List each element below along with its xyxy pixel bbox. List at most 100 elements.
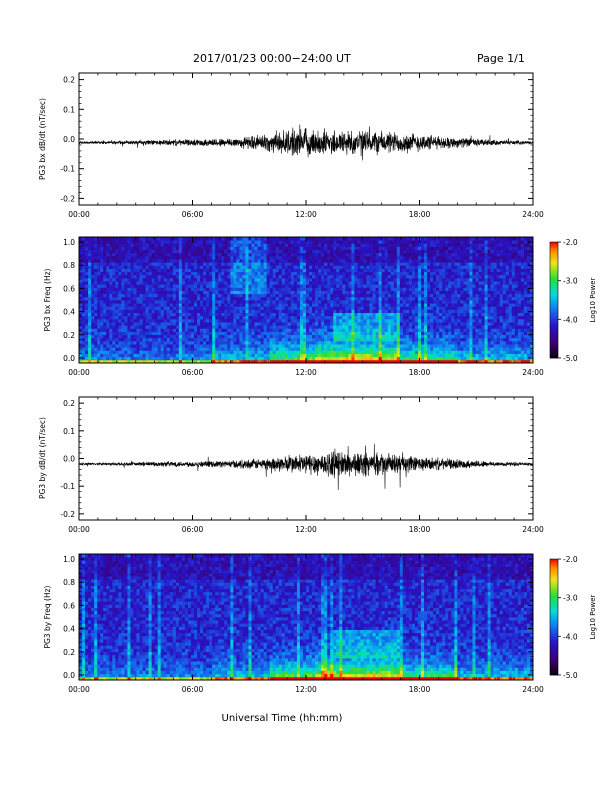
spectrogram-cell — [354, 347, 358, 351]
spectrogram-cell — [242, 262, 246, 266]
spectrogram-cell — [324, 315, 328, 320]
spectrogram-cell — [130, 293, 134, 298]
spectrogram-cell — [163, 340, 168, 345]
spectrogram-cell — [254, 318, 258, 323]
spectrogram-cell — [218, 268, 222, 273]
spectrogram-cell — [206, 290, 210, 295]
spectrogram-cell — [178, 318, 183, 323]
spectrogram-cell — [433, 243, 437, 247]
spectrogram-cell — [88, 293, 92, 298]
spectrogram-cell — [387, 268, 392, 273]
spectrogram-cell — [166, 274, 171, 279]
spectrogram-cell — [430, 249, 434, 254]
spectrogram-cell — [296, 240, 301, 244]
spectrogram-cell — [112, 322, 116, 326]
spectrogram-cell — [351, 315, 355, 320]
spectrogram-cell — [184, 249, 189, 254]
spectrogram-cell — [190, 318, 195, 323]
spectrogram-cell — [442, 246, 446, 250]
spectrogram-cell — [439, 309, 443, 313]
spectrogram-cell — [427, 340, 431, 345]
spectrogram-cell — [145, 290, 150, 295]
spectrogram-cell — [245, 350, 249, 354]
spectrogram-cell — [121, 353, 125, 358]
spectrogram-cell — [287, 344, 292, 348]
spectrogram-cell — [91, 353, 95, 358]
spectrogram-cell — [390, 325, 395, 329]
spectrogram-cell — [224, 334, 228, 339]
spectrogram-cell — [248, 246, 252, 250]
spectrogram-cell — [266, 344, 271, 348]
spectrogram-cell — [133, 359, 137, 364]
spectrogram-cell — [218, 347, 222, 351]
spectrogram-cell — [184, 237, 189, 241]
spectrogram-cell — [133, 265, 137, 269]
spectrogram-cell — [178, 337, 183, 342]
spectrogram-cell — [281, 337, 286, 342]
spectrogram-cell — [372, 249, 377, 254]
spectrogram-cell — [218, 300, 222, 304]
spectrogram-cell — [260, 356, 265, 361]
spectrogram-cell — [363, 274, 367, 279]
spectrogram-cell — [402, 356, 407, 361]
spectrogram-cell — [242, 243, 246, 247]
spectrogram-cell — [384, 255, 389, 260]
spectrogram-cell — [236, 315, 240, 320]
spectrogram-cell — [448, 337, 452, 342]
spectrogram-cell — [88, 350, 92, 354]
spectrogram-cell — [315, 300, 319, 304]
spectrogram-cell — [354, 359, 358, 364]
spectrogram-cell — [79, 350, 83, 354]
spectrogram-cell — [369, 296, 373, 301]
spectrogram-cell — [405, 312, 410, 317]
spectrogram-cell — [357, 268, 361, 273]
spectrogram-cell — [430, 246, 434, 250]
spectrogram-cell — [224, 259, 228, 263]
spectrogram-cell — [411, 268, 416, 273]
spectrogram-cell — [330, 331, 334, 336]
panel-bx-dbdt: 00:00 06:00 12:00 18:00 24:000.20.10.0-0.1-0… — [38, 72, 544, 219]
spectrogram-cell — [166, 309, 171, 313]
spectrogram-cell — [109, 296, 113, 301]
spectrogram-cell — [309, 262, 313, 266]
spectrogram-cell — [390, 268, 395, 273]
spectrogram-cell — [221, 243, 225, 247]
spectrogram-cell — [194, 265, 198, 269]
spectrogram-cell — [354, 344, 358, 348]
spectrogram-cell — [163, 347, 168, 351]
spectrogram-cell — [142, 262, 146, 266]
spectrogram-cell — [384, 277, 389, 282]
spectrogram-cell — [172, 274, 177, 279]
spectrogram-cell — [190, 277, 195, 282]
spectrogram-cell — [184, 344, 189, 348]
spectrogram-cell — [302, 303, 307, 307]
spectrogram-cell — [306, 315, 310, 320]
spectrogram-cell — [251, 331, 255, 336]
spectrogram-cell — [166, 237, 171, 241]
spectrogram-cell — [396, 259, 401, 263]
spectrogram-cell — [91, 331, 95, 336]
spectrogram-cell — [424, 334, 428, 339]
spectrogram-cell — [130, 243, 134, 247]
spectrogram-cell — [309, 277, 313, 282]
spectrogram-cell — [327, 287, 331, 291]
spectrogram-cell — [166, 325, 171, 329]
spectrogram-cell — [396, 334, 401, 339]
spectrogram-cell — [160, 340, 165, 345]
spectrogram-cell — [209, 334, 213, 339]
spectrogram-cell — [254, 300, 258, 304]
spectrogram-cell — [154, 334, 159, 339]
spectrogram-cell — [151, 255, 156, 260]
spectrogram-cell — [221, 249, 225, 254]
spectrogram-cell — [348, 312, 352, 317]
spectrogram-cell — [433, 259, 437, 263]
spectrogram-cell — [169, 287, 174, 291]
spectrogram-cell — [221, 262, 225, 266]
spectrogram-cell — [318, 246, 322, 250]
spectrogram-cell — [421, 300, 425, 304]
spectrogram-cell — [227, 293, 231, 298]
spectrogram-cell — [79, 296, 83, 301]
spectrogram-cell — [405, 290, 410, 295]
spectrogram-cell — [94, 268, 98, 273]
spectrogram-cell — [387, 252, 392, 257]
